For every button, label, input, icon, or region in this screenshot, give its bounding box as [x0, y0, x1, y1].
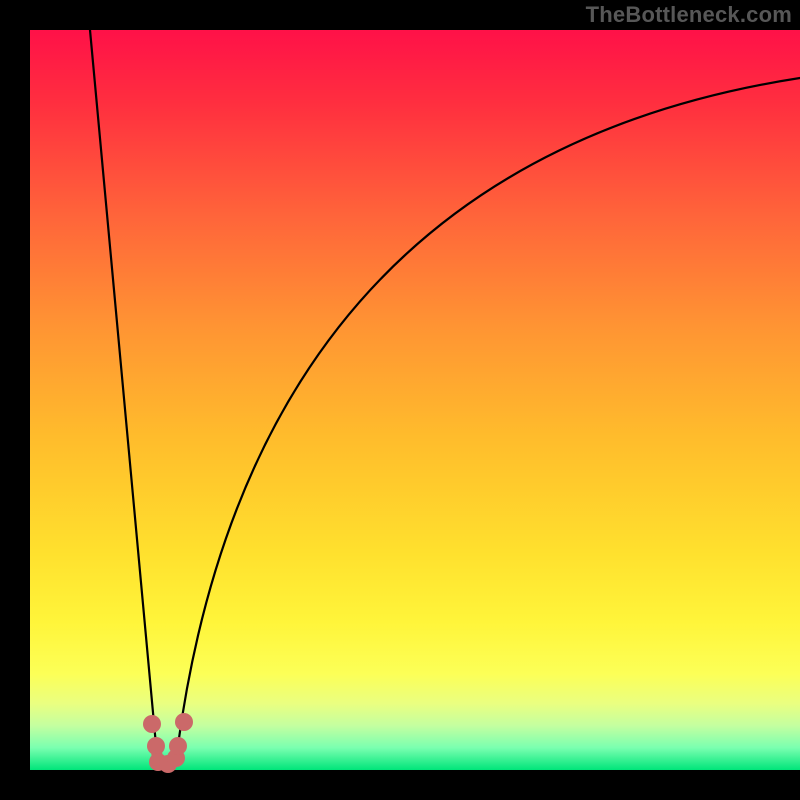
- chart-root: TheBottleneck.com: [0, 0, 800, 800]
- valley-marker: [143, 715, 161, 733]
- valley-marker: [147, 737, 165, 755]
- bottleneck-chart: [0, 0, 800, 800]
- valley-marker: [169, 737, 187, 755]
- plot-area: [30, 30, 800, 770]
- valley-marker: [175, 713, 193, 731]
- watermark-text: TheBottleneck.com: [586, 2, 792, 28]
